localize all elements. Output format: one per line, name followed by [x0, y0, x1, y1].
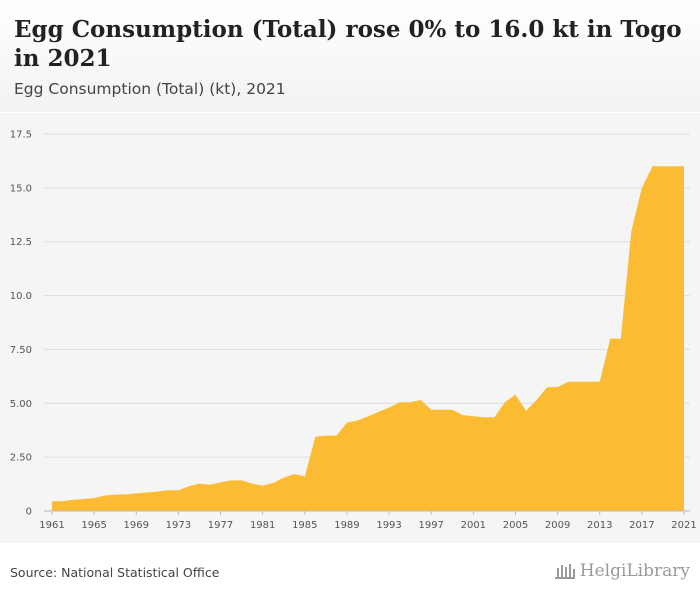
y-tick-label: 7.50 — [10, 345, 32, 356]
x-tick-label: 2013 — [587, 520, 612, 531]
chart-subtitle: Egg Consumption (Total) (kt), 2021 — [14, 80, 286, 98]
x-tick-label: 2005 — [503, 520, 528, 531]
x-tick-label: 1961 — [39, 520, 64, 531]
x-tick-label: 1997 — [418, 520, 443, 531]
x-tick-label: 2001 — [461, 520, 486, 531]
y-tick-label: 2.50 — [10, 453, 32, 464]
chart-title: Egg Consumption (Total) rose 0% to 16.0 … — [14, 16, 682, 72]
y-tick-label: 0 — [26, 507, 32, 518]
x-tick-label: 1977 — [208, 520, 233, 531]
logo-text: HelgiLibrary — [579, 561, 690, 581]
area-series — [52, 166, 684, 511]
x-tick-label: 2017 — [629, 520, 654, 531]
x-tick-label: 2021 — [671, 520, 696, 531]
library-building-icon — [554, 564, 575, 579]
x-tick-label: 1985 — [292, 520, 317, 531]
y-tick-label: 17.5 — [10, 130, 32, 141]
x-tick-label: 1981 — [250, 520, 275, 531]
x-tick-label: 2009 — [545, 520, 570, 531]
x-axis-ticks: 1961 1965 1969 1973 1977 1981 1985 1989 1993 1997… — [39, 511, 697, 531]
x-tick-label: 1989 — [334, 520, 359, 531]
source-note: Source: National Statistical Office — [10, 565, 220, 580]
y-tick-label: 12.5 — [10, 237, 32, 248]
helgi-library-logo[interactable]: HelgiLibrary — [554, 561, 690, 581]
x-tick-label: 1969 — [124, 520, 149, 531]
footer: Source: National Statistical Office Helg… — [0, 543, 700, 596]
header: Egg Consumption (Total) rose 0% to 16.0 … — [0, 0, 700, 112]
x-tick-label: 1973 — [166, 520, 191, 531]
y-tick-label: 10.0 — [10, 291, 32, 302]
y-tick-label: 5.00 — [10, 399, 32, 410]
x-tick-label: 1993 — [376, 520, 401, 531]
y-axis-ticks: 0 2.50 5.00 7.50 10.0 12.5 15.0 17.5 — [10, 130, 32, 518]
y-tick-label: 15.0 — [10, 183, 32, 194]
x-tick-label: 1965 — [81, 520, 106, 531]
